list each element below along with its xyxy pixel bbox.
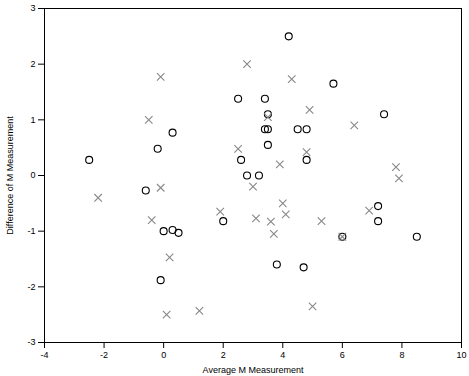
svg-text:4: 4 [280, 350, 285, 360]
svg-text:-3: -3 [27, 337, 35, 347]
svg-text:8: 8 [399, 350, 404, 360]
svg-text:Average M Measurement: Average M Measurement [203, 365, 304, 375]
svg-text:1: 1 [30, 115, 35, 125]
svg-text:-1: -1 [27, 226, 35, 236]
svg-text:3: 3 [30, 3, 35, 13]
svg-text:-4: -4 [40, 350, 48, 360]
svg-text:0: 0 [161, 350, 166, 360]
svg-text:2: 2 [30, 59, 35, 69]
svg-text:Difference of M Measurement: Difference of M Measurement [5, 116, 15, 235]
svg-text:2: 2 [221, 350, 226, 360]
svg-text:6: 6 [340, 350, 345, 360]
svg-text:-2: -2 [27, 282, 35, 292]
svg-text:-2: -2 [100, 350, 108, 360]
svg-text:10: 10 [456, 350, 466, 360]
svg-text:0: 0 [30, 170, 35, 180]
